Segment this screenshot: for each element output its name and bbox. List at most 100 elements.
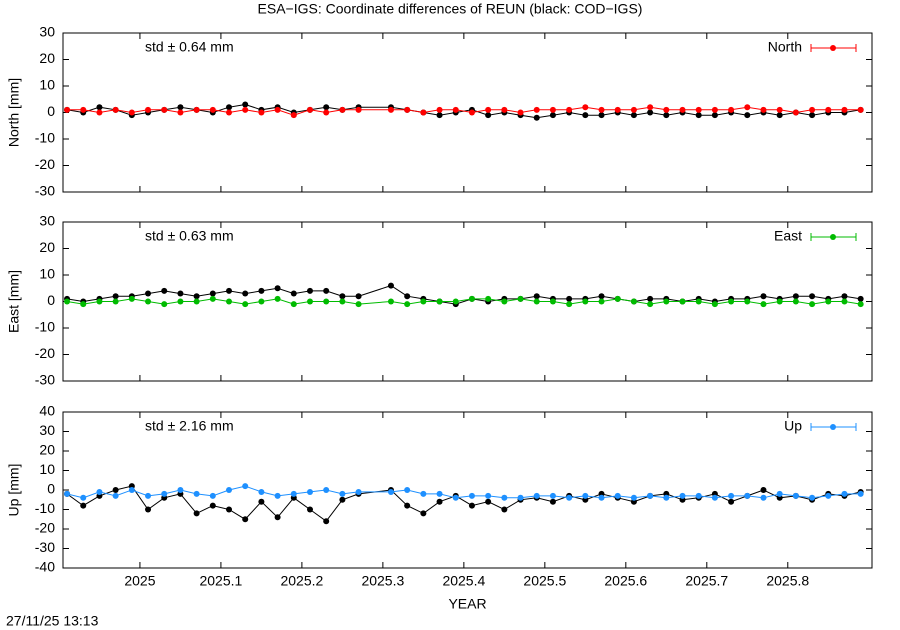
data-point xyxy=(404,502,411,509)
data-point xyxy=(177,487,184,493)
y-tick-label: -10 xyxy=(35,500,55,516)
data-point xyxy=(517,494,524,501)
data-point xyxy=(193,510,200,517)
data-point xyxy=(290,290,297,297)
data-point xyxy=(258,488,265,495)
data-point xyxy=(695,492,702,499)
data-point xyxy=(64,106,71,113)
y-axis-title: East [mm] xyxy=(6,270,22,333)
legend-marker xyxy=(830,234,836,240)
data-point xyxy=(404,487,411,493)
data-point xyxy=(339,298,346,305)
data-point xyxy=(614,295,621,302)
data-point xyxy=(598,293,605,300)
data-point xyxy=(517,295,524,302)
data-point xyxy=(274,492,281,499)
data-point xyxy=(647,492,654,499)
data-point xyxy=(485,492,492,499)
data-point xyxy=(776,112,783,119)
y-tick-label: 10 xyxy=(39,461,55,477)
data-point xyxy=(825,492,832,499)
data-point xyxy=(582,104,589,111)
data-point xyxy=(744,112,751,119)
data-point xyxy=(177,104,184,111)
data-point xyxy=(809,112,816,119)
data-point xyxy=(177,298,184,305)
data-point xyxy=(193,106,200,113)
data-point xyxy=(533,106,540,113)
plot-frame xyxy=(62,32,873,193)
y-axis-title: Up [mm] xyxy=(6,464,22,517)
x-tick-label: 2025.8 xyxy=(766,573,809,589)
data-point xyxy=(290,301,297,308)
data-point xyxy=(128,487,135,493)
data-point xyxy=(226,287,233,294)
data-point xyxy=(209,106,216,113)
data-point xyxy=(728,298,735,305)
data-point xyxy=(420,109,427,116)
data-point xyxy=(533,114,540,121)
data-point xyxy=(501,494,508,501)
x-tick-label: 2025.4 xyxy=(442,573,485,589)
data-point xyxy=(517,109,524,116)
series-line xyxy=(66,485,861,499)
data-point xyxy=(630,298,637,305)
data-point xyxy=(323,487,330,493)
data-point xyxy=(549,498,556,505)
data-point xyxy=(452,298,459,305)
data-point xyxy=(112,487,119,493)
data-point xyxy=(809,494,816,501)
x-tick-label: 2025.3 xyxy=(361,573,404,589)
x-tick-label: 2025.1 xyxy=(199,573,242,589)
data-point xyxy=(647,104,654,111)
data-point xyxy=(436,498,443,505)
data-point xyxy=(776,298,783,305)
data-point xyxy=(841,293,848,300)
data-point xyxy=(323,298,330,305)
data-point xyxy=(226,104,233,111)
data-point xyxy=(598,298,605,305)
data-point xyxy=(242,290,249,297)
data-point xyxy=(387,298,394,305)
data-point xyxy=(566,301,573,308)
data-point xyxy=(404,106,411,113)
data-point xyxy=(161,287,168,294)
data-point xyxy=(452,106,459,113)
data-point xyxy=(80,502,87,509)
data-point xyxy=(226,506,233,513)
data-point xyxy=(161,106,168,113)
x-tick-label: 2025.5 xyxy=(523,573,566,589)
data-point xyxy=(80,301,87,308)
data-point xyxy=(161,490,168,497)
data-point xyxy=(64,490,71,497)
data-point xyxy=(161,301,168,308)
data-point xyxy=(209,502,216,509)
y-tick-label: -10 xyxy=(35,130,55,146)
timestamp: 27/11/25 13:13 xyxy=(6,613,99,629)
x-tick-label: 2025.2 xyxy=(280,573,323,589)
data-point xyxy=(339,293,346,300)
data-point xyxy=(274,295,281,302)
data-point xyxy=(468,502,475,509)
data-point xyxy=(841,298,848,305)
data-point xyxy=(193,490,200,497)
data-point xyxy=(711,301,718,308)
data-point xyxy=(96,488,103,495)
data-point xyxy=(549,298,556,305)
data-point xyxy=(501,298,508,305)
data-point xyxy=(128,109,135,116)
data-point xyxy=(566,106,573,113)
legend-label: East xyxy=(774,228,802,244)
y-tick-label: -40 xyxy=(35,559,55,575)
data-point xyxy=(841,106,848,113)
data-point xyxy=(258,498,265,505)
data-point xyxy=(679,106,686,113)
data-point xyxy=(323,518,330,525)
y-tick-label: -20 xyxy=(35,345,55,361)
data-point xyxy=(242,101,249,108)
data-point xyxy=(209,295,216,302)
data-point xyxy=(128,295,135,302)
data-point xyxy=(857,106,864,113)
data-point xyxy=(355,488,362,495)
